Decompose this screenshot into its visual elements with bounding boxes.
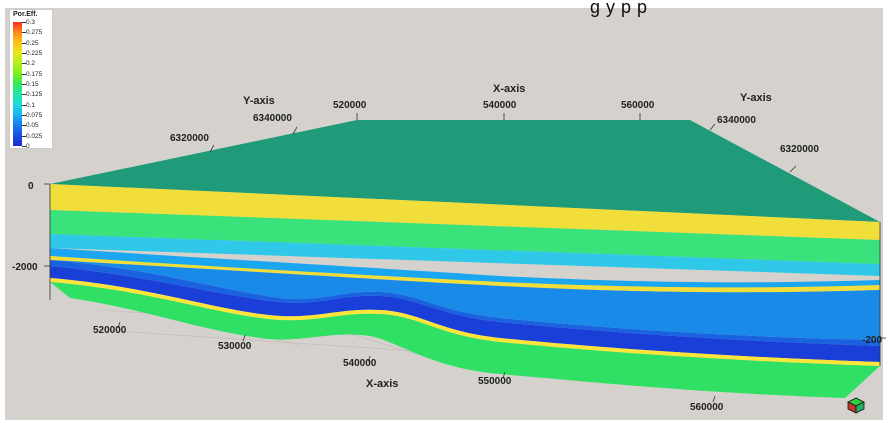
z-axis-right-tick: -200 — [862, 335, 882, 346]
y-axis-right-tick-1: 6340000 — [717, 115, 756, 126]
x-axis-top-title: X-axis — [493, 83, 525, 95]
legend-color-bar — [13, 22, 22, 146]
legend-tick — [22, 73, 26, 75]
color-legend: Por.Eff. 0.3 0.275 0.25 0.225 0.2 0.175 0.15 0.… — [9, 9, 53, 150]
layer-cyan — [50, 234, 880, 276]
x-axis-top-tick-1: 520000 — [333, 100, 367, 111]
legend-label: 0.3 — [26, 19, 36, 26]
x-axis-bottom-tick-1: 520000 — [93, 325, 127, 336]
legend-tick — [22, 42, 26, 44]
legend-tick — [22, 104, 26, 106]
legend-tick — [22, 32, 26, 34]
legend-tick — [22, 115, 26, 116]
legend-label: 0 — [26, 143, 30, 150]
y-axis-left-title: Y-axis — [243, 95, 275, 107]
x-axis-bottom-title: X-axis — [366, 378, 398, 390]
legend-label: 0.2 — [26, 60, 36, 68]
legend-label: 0.275 — [26, 29, 43, 37]
legend-label: 0.175 — [26, 70, 43, 78]
legend-tick — [22, 53, 26, 54]
x-axis-bottom-tick-4: 550000 — [478, 376, 512, 387]
z-axis-tick-minus-2000: -2000 — [12, 262, 38, 273]
cropped-caption-text: g y p p — [590, 0, 648, 17]
legend-tick — [22, 146, 26, 147]
legend-tick — [22, 125, 26, 127]
layer-mid-blue — [50, 260, 880, 340]
bounding-box-lines — [49, 184, 881, 366]
legend-label: 0.125 — [26, 91, 43, 99]
layer-bottom-green — [50, 282, 880, 398]
x-axis-bottom-tick-3: 540000 — [343, 358, 377, 369]
x-axis-top-tick-3: 560000 — [621, 100, 655, 111]
x-axis-bottom-tick-5: 560000 — [690, 402, 724, 413]
legend-label: 0.225 — [26, 50, 43, 57]
x-axis-top-tick-2: 540000 — [483, 100, 517, 111]
legend-label: 0.1 — [26, 101, 36, 109]
legend-tick — [22, 22, 26, 23]
y-axis-right-title: Y-axis — [740, 92, 772, 104]
model-top-surface — [50, 120, 880, 222]
orientation-cube-icon[interactable] — [846, 394, 868, 414]
legend-label: 0.05 — [26, 122, 39, 130]
legend-label: 0.25 — [26, 39, 39, 47]
y-axis-left-tick-2: 6320000 — [170, 133, 209, 144]
legend-tick — [22, 84, 26, 85]
layer-yellow — [50, 184, 880, 240]
legend-label: 0.15 — [26, 81, 39, 88]
legend-tick — [22, 94, 26, 96]
x-axis-bottom-tick-2: 530000 — [218, 341, 252, 352]
layer-green — [50, 210, 880, 264]
z-axis-tick-0: 0 — [28, 181, 34, 192]
axis-ticks — [44, 113, 886, 403]
y-axis-left-tick-1: 6340000 — [253, 113, 292, 124]
legend-label: 0.025 — [26, 132, 43, 140]
thin-yellow-seam — [50, 256, 880, 293]
legend-label: 0.075 — [26, 112, 43, 119]
legend-title: Por.Eff. — [13, 11, 38, 18]
legend-tick — [22, 63, 26, 65]
y-axis-right-tick-2: 6320000 — [780, 144, 819, 155]
legend-tick — [22, 135, 26, 137]
layer-deep-blue — [50, 266, 880, 362]
